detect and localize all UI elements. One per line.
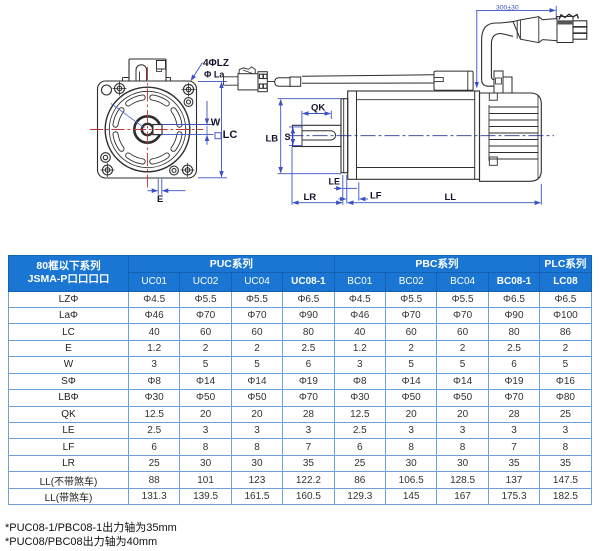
svg-text:LC: LC (223, 129, 238, 141)
svg-text:Φ La: Φ La (204, 70, 225, 80)
svg-text:W: W (211, 118, 221, 129)
svg-text:S: S (285, 132, 291, 142)
svg-text:LL: LL (445, 192, 457, 203)
svg-text:LF: LF (370, 191, 382, 202)
svg-text:4ΦLZ: 4ΦLZ (203, 58, 229, 69)
svg-text:300±30: 300±30 (496, 5, 519, 12)
svg-text:QK: QK (311, 103, 325, 114)
svg-text:LB: LB (266, 134, 279, 145)
svg-text:LE: LE (329, 177, 341, 187)
svg-text:LR: LR (304, 192, 317, 203)
svg-text:E: E (157, 194, 163, 205)
